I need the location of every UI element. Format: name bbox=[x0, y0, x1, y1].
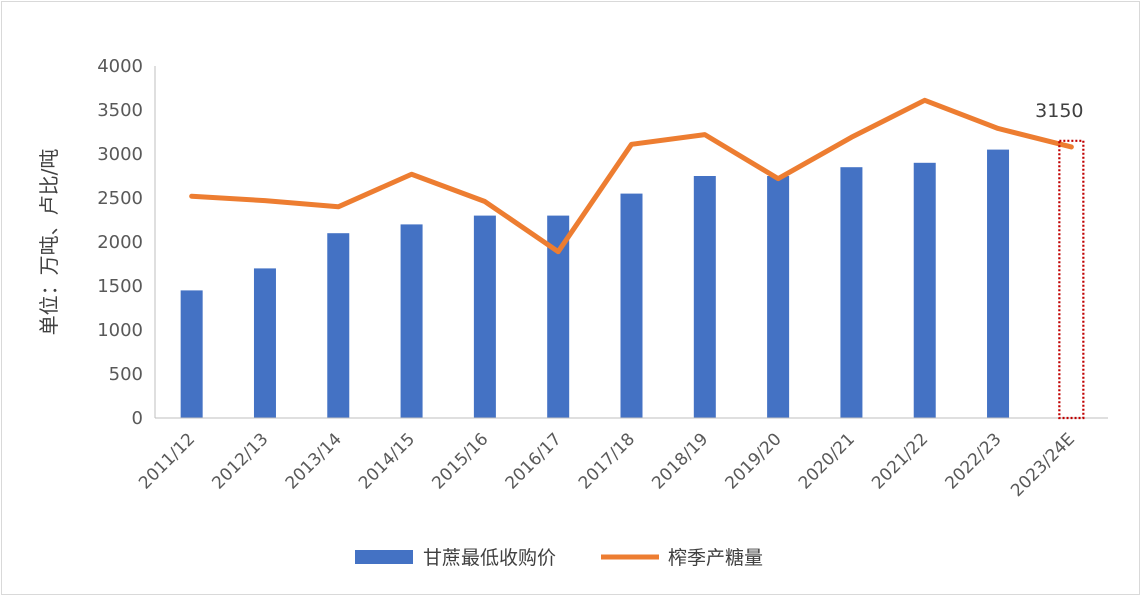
x-tick-label: 2019/20 bbox=[722, 429, 786, 493]
bar bbox=[913, 162, 936, 418]
bar bbox=[767, 176, 790, 418]
x-tick-label: 2018/19 bbox=[648, 429, 712, 493]
bar bbox=[180, 290, 203, 418]
x-tick-label: 2013/14 bbox=[282, 429, 346, 493]
bar bbox=[253, 268, 276, 418]
x-tick-label: 2011/12 bbox=[135, 429, 199, 493]
y-axis-label: 单位：万吨、卢比/吨 bbox=[37, 149, 61, 336]
x-tick-label: 2023/24E bbox=[1007, 429, 1079, 501]
bar bbox=[987, 149, 1010, 418]
x-tick-label: 2015/16 bbox=[428, 429, 492, 493]
x-tick-label: 2012/13 bbox=[208, 429, 272, 493]
x-tick-label: 2021/22 bbox=[868, 429, 932, 493]
y-tick-label: 3000 bbox=[97, 144, 143, 165]
line-sugar-output bbox=[189, 97, 1074, 255]
y-tick-label: 4000 bbox=[97, 56, 143, 77]
x-tick-label: 2014/15 bbox=[355, 429, 419, 493]
bar bbox=[400, 224, 423, 418]
bar bbox=[547, 215, 570, 418]
bar bbox=[473, 215, 496, 418]
x-tick-label: 2016/17 bbox=[502, 429, 566, 493]
y-tick-label: 0 bbox=[132, 408, 143, 429]
y-tick-label: 3500 bbox=[97, 100, 143, 121]
bar bbox=[620, 193, 643, 418]
x-tick-label: 2020/21 bbox=[795, 429, 859, 493]
legend-bar-swatch bbox=[355, 550, 413, 564]
y-tick-label: 1500 bbox=[97, 276, 143, 297]
x-tick-label: 2022/23 bbox=[941, 429, 1005, 493]
estimate-box bbox=[1058, 139, 1085, 420]
bar bbox=[327, 233, 350, 418]
y-tick-label: 2500 bbox=[97, 188, 143, 209]
bar bbox=[840, 167, 863, 418]
y-tick-label: 500 bbox=[109, 364, 143, 385]
legend-line-label: 榨季产糖量 bbox=[668, 547, 763, 569]
legend-bar-label: 甘蔗最低收购价 bbox=[423, 547, 556, 569]
x-tick-label: 2017/18 bbox=[575, 429, 639, 493]
y-tick-label: 2000 bbox=[97, 232, 143, 253]
bar bbox=[693, 176, 716, 418]
annotation-label: 3150 bbox=[1035, 100, 1083, 122]
y-tick-label: 1000 bbox=[97, 320, 143, 341]
